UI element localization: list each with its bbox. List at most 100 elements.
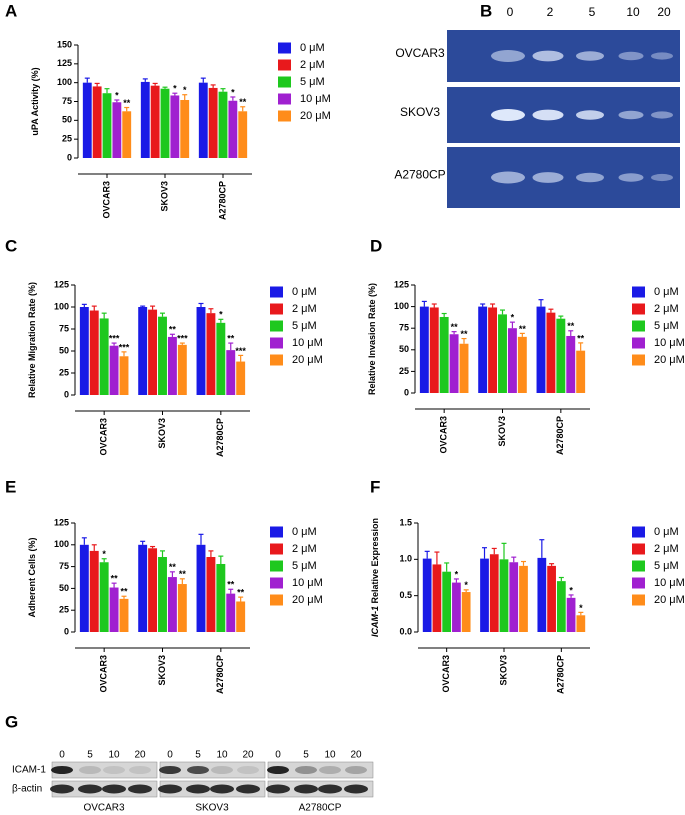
significance: ** (179, 569, 187, 579)
bar (89, 310, 99, 395)
significance: * (102, 549, 106, 559)
bar (158, 316, 167, 395)
legend-label: 20 μM (292, 354, 323, 366)
legend-label: 2 μM (654, 303, 679, 315)
legend-swatch (632, 286, 645, 298)
legend-swatch (270, 526, 283, 538)
bar (216, 322, 226, 395)
bar (138, 544, 148, 632)
y-tick-label: 0.0 (399, 626, 412, 636)
panel-letter: F (370, 477, 380, 496)
panel-letter: A (5, 1, 17, 20)
bar (236, 361, 246, 395)
bar (109, 345, 119, 395)
gel-band (651, 173, 673, 182)
bar (236, 601, 246, 632)
significance: ** (111, 574, 119, 584)
bar (196, 307, 206, 395)
bar (517, 336, 527, 393)
x-tick-label: SKOV3 (157, 418, 167, 449)
legend-label: 20 μM (654, 594, 685, 606)
panel-letter: C (5, 236, 17, 255)
legend-swatch (270, 303, 283, 315)
x-tick-label: A2780CP (556, 655, 566, 694)
lane-label: 20 (350, 750, 362, 761)
bar (119, 356, 129, 395)
legend-label: 10 μM (654, 337, 685, 349)
blot-band (78, 784, 102, 794)
x-tick-label: A2780CP (215, 655, 225, 694)
bar (177, 584, 187, 632)
bar (480, 558, 489, 632)
bar (547, 565, 556, 632)
panel-letter: E (5, 477, 16, 496)
legend-label: 0 μM (654, 286, 679, 298)
bar (170, 95, 180, 158)
bar (218, 91, 228, 158)
gel-band (618, 51, 644, 61)
bar (198, 82, 208, 158)
blot-band (295, 766, 317, 774)
y-axis-label: Relative Invasion Rate (%) (367, 283, 377, 395)
bar (499, 559, 509, 632)
legend-swatch (270, 354, 283, 366)
blot-band (129, 766, 151, 774)
bar (89, 550, 99, 632)
y-tick-label: 1.5 (399, 517, 412, 527)
gel-band (532, 50, 564, 62)
lane-label: 10 (324, 750, 336, 761)
y-tick-label: 25 (59, 605, 69, 615)
y-axis-label-gene: ICAM-1 (370, 606, 380, 637)
bar (206, 313, 216, 395)
bar (509, 562, 519, 632)
bar (566, 597, 576, 632)
bar (519, 565, 528, 632)
cell-line-label: SKOV3 (195, 803, 229, 814)
lane-label: 0 (59, 750, 65, 761)
legend-label: 2 μM (300, 59, 325, 71)
bar (82, 82, 92, 158)
y-axis-label: Relative Migration Rate (%) (27, 282, 37, 398)
bar (556, 318, 566, 393)
blot-band (79, 766, 101, 774)
bar (576, 350, 586, 393)
bar (566, 335, 576, 393)
bar (228, 100, 238, 158)
legend-label: 10 μM (654, 577, 685, 589)
y-tick-label: 0 (64, 389, 69, 399)
legend-swatch (632, 543, 645, 555)
x-tick-label: OVCAR3 (439, 416, 449, 454)
legend-swatch (632, 526, 645, 538)
legend-label: 2 μM (292, 543, 317, 555)
legend-label: 0 μM (300, 42, 325, 54)
bar (140, 81, 150, 158)
blot-band (294, 784, 318, 794)
panel-letter: G (5, 712, 18, 731)
bar (79, 307, 89, 395)
legend-label: 2 μM (654, 543, 679, 555)
bar (507, 328, 517, 393)
legend-swatch (270, 543, 283, 555)
bar (216, 563, 226, 632)
legend-label: 10 μM (300, 93, 331, 105)
legend-label: 5 μM (654, 320, 679, 332)
y-axis-label: ICAM-1 Relative Expression (370, 518, 380, 637)
legend-swatch (278, 42, 291, 54)
bar (449, 334, 459, 393)
bar (576, 615, 586, 632)
y-tick-label: 100 (57, 77, 72, 87)
significance: * (511, 313, 515, 323)
legend-swatch (278, 110, 291, 122)
y-tick-label: 1.0 (399, 554, 412, 564)
bar (206, 557, 216, 632)
significance: ** (169, 562, 177, 572)
gel-band (618, 173, 644, 182)
y-tick-label: 0.5 (399, 590, 412, 600)
legend-swatch (270, 286, 283, 298)
legend-label: 10 μM (292, 577, 323, 589)
protein-label: β-actin (12, 784, 42, 795)
significance: ** (169, 325, 177, 335)
y-tick-label: 125 (54, 517, 69, 527)
blot-band (266, 784, 290, 794)
